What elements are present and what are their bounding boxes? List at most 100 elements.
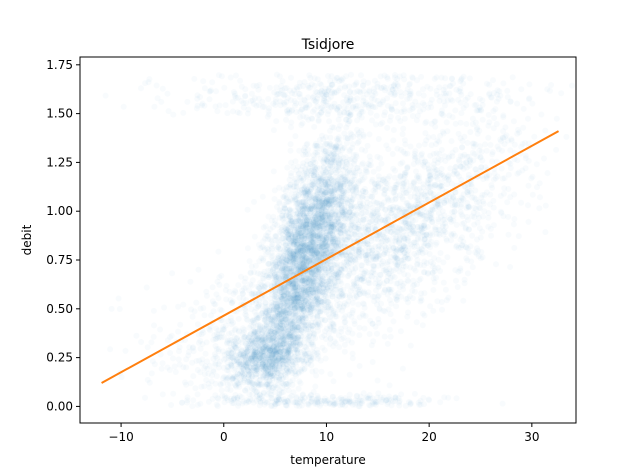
chart-title: Tsidjore (301, 37, 355, 53)
scatter-point (484, 148, 490, 154)
scatter-point (439, 307, 445, 313)
scatter-point (365, 280, 371, 286)
scatter-point (475, 131, 481, 137)
scatter-point (466, 205, 472, 211)
scatter-point (400, 366, 406, 372)
scatter-point (387, 287, 393, 293)
scatter-point (409, 288, 415, 294)
scatter-point (374, 154, 380, 160)
scatter-point (464, 214, 470, 220)
scatter-point (370, 359, 376, 365)
scatter-point (489, 185, 495, 191)
scatter-point (505, 186, 511, 192)
scatter-point (491, 222, 497, 228)
scatter-point (403, 220, 409, 226)
scatter-point (448, 219, 454, 225)
scatter-point (387, 327, 393, 333)
scatter-point (491, 125, 497, 131)
scatter-point (411, 180, 417, 186)
scatter-point (493, 261, 499, 267)
scatter-point (349, 340, 355, 346)
scatter-point (388, 301, 394, 307)
scatter-point (405, 277, 411, 283)
scatter-point (463, 244, 469, 250)
scatter-point (347, 372, 353, 378)
scatter-point (530, 192, 536, 198)
scatter-point (495, 144, 501, 150)
scatter-point (357, 314, 363, 320)
plot-area (101, 115, 560, 393)
scatter-point (358, 232, 364, 238)
scatter-point (474, 237, 480, 243)
scatter-point (403, 179, 409, 185)
scatter-point (385, 176, 391, 182)
scatter-point (412, 148, 418, 154)
scatter-point (469, 233, 475, 239)
scatter-point (453, 164, 459, 170)
scatter-point (485, 224, 491, 230)
scatter-point (525, 202, 531, 208)
scatter-point (486, 119, 492, 125)
scatter-point (475, 220, 481, 226)
scatter-point (433, 182, 439, 188)
scatter-point (393, 196, 399, 202)
scatter-point (502, 124, 508, 130)
scatter-point (277, 364, 283, 370)
scatter-point (403, 185, 409, 191)
scatter-point (367, 154, 373, 160)
scatter-point (415, 197, 421, 203)
scatter-point (452, 233, 458, 239)
scatter-point (413, 217, 419, 223)
scatter-point (491, 115, 497, 121)
scatter-point (459, 145, 465, 151)
scatter-point (402, 171, 408, 177)
scatter-point (553, 147, 559, 153)
scatter-point (491, 205, 497, 211)
scatter-point (398, 328, 404, 334)
scatter-point (427, 153, 433, 159)
scatter-point (414, 319, 420, 325)
scatter-point (251, 199, 257, 205)
scatter-point (444, 297, 450, 303)
scatter-point (444, 254, 450, 260)
scatter-point (442, 153, 448, 159)
scatter-point (428, 190, 434, 196)
scatter-point (288, 148, 294, 154)
scatter-point (482, 192, 488, 198)
scatter-point (421, 290, 427, 296)
scatter-point (511, 245, 517, 251)
scatter-point (408, 144, 414, 150)
scatter-point (377, 272, 383, 278)
scatter-point (498, 209, 504, 215)
scatter-point (526, 158, 532, 164)
scatter-point (456, 131, 462, 137)
scatter-point (382, 287, 388, 293)
scatter-point (296, 386, 302, 392)
scatter-point (465, 140, 471, 146)
scatter-point (442, 229, 448, 235)
scatter-point (453, 278, 459, 284)
scatter-point (436, 210, 442, 216)
scatter-point (370, 262, 376, 268)
scatter-point (466, 226, 472, 232)
scatter-point (460, 298, 466, 304)
scatter-point (470, 158, 476, 164)
scatter-point (388, 334, 394, 340)
scatter-point (429, 219, 435, 225)
scatter-point (465, 270, 471, 276)
scatter-point (420, 311, 426, 317)
scatter-point (459, 221, 465, 227)
scatter-point (219, 387, 225, 393)
scatter-point (422, 159, 428, 165)
scatter-point (388, 311, 394, 317)
scatter-point (418, 276, 424, 282)
scatter-point (419, 151, 425, 157)
scatter-point (470, 264, 476, 270)
scatter-point (349, 285, 355, 291)
scatter-point (486, 210, 492, 216)
scatter-point (384, 125, 390, 131)
scatter-point (367, 331, 373, 337)
scatter-point (370, 338, 376, 344)
scatter-point (435, 176, 441, 182)
